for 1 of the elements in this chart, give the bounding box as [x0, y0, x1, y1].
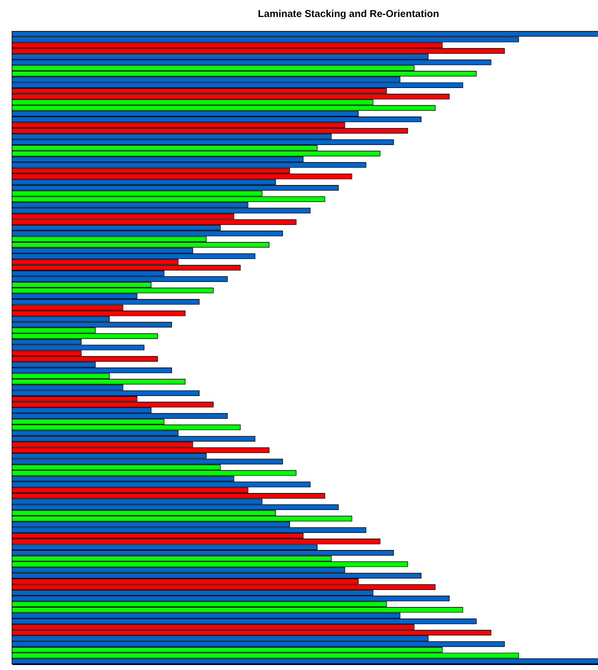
chart-title: Laminate Stacking and Re-Orientation	[258, 8, 440, 20]
